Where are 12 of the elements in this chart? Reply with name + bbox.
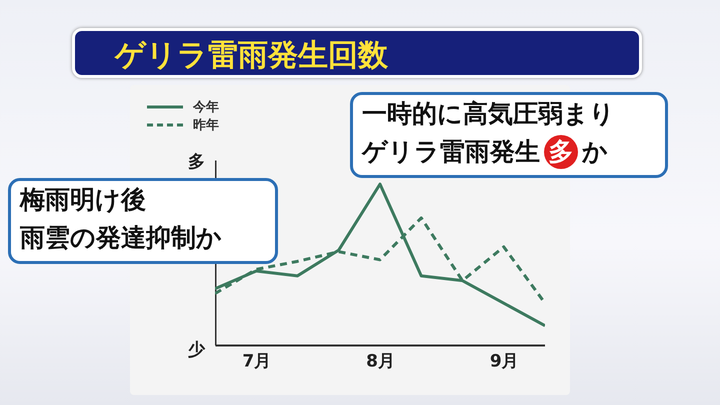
- text: 少: [188, 339, 205, 361]
- text: 梅雨明け後: [20, 184, 146, 216]
- x-tick-label: 7月: [242, 352, 272, 372]
- legend-label: 今年: [193, 99, 219, 116]
- x-tick-label: 8月: [366, 352, 395, 372]
- text: 一時的に高気圧弱まり: [362, 98, 615, 130]
- x-tick-label: 9月: [490, 352, 519, 372]
- legend-label: 昨年: [193, 117, 219, 134]
- text: 多: [188, 151, 205, 173]
- annotation: 雨雲の発達抑制か: [20, 222, 222, 254]
- text: ゲリラ雷雨発生多か: [362, 136, 608, 168]
- chart-title: ゲリラ雷雨発生回数: [72, 28, 642, 78]
